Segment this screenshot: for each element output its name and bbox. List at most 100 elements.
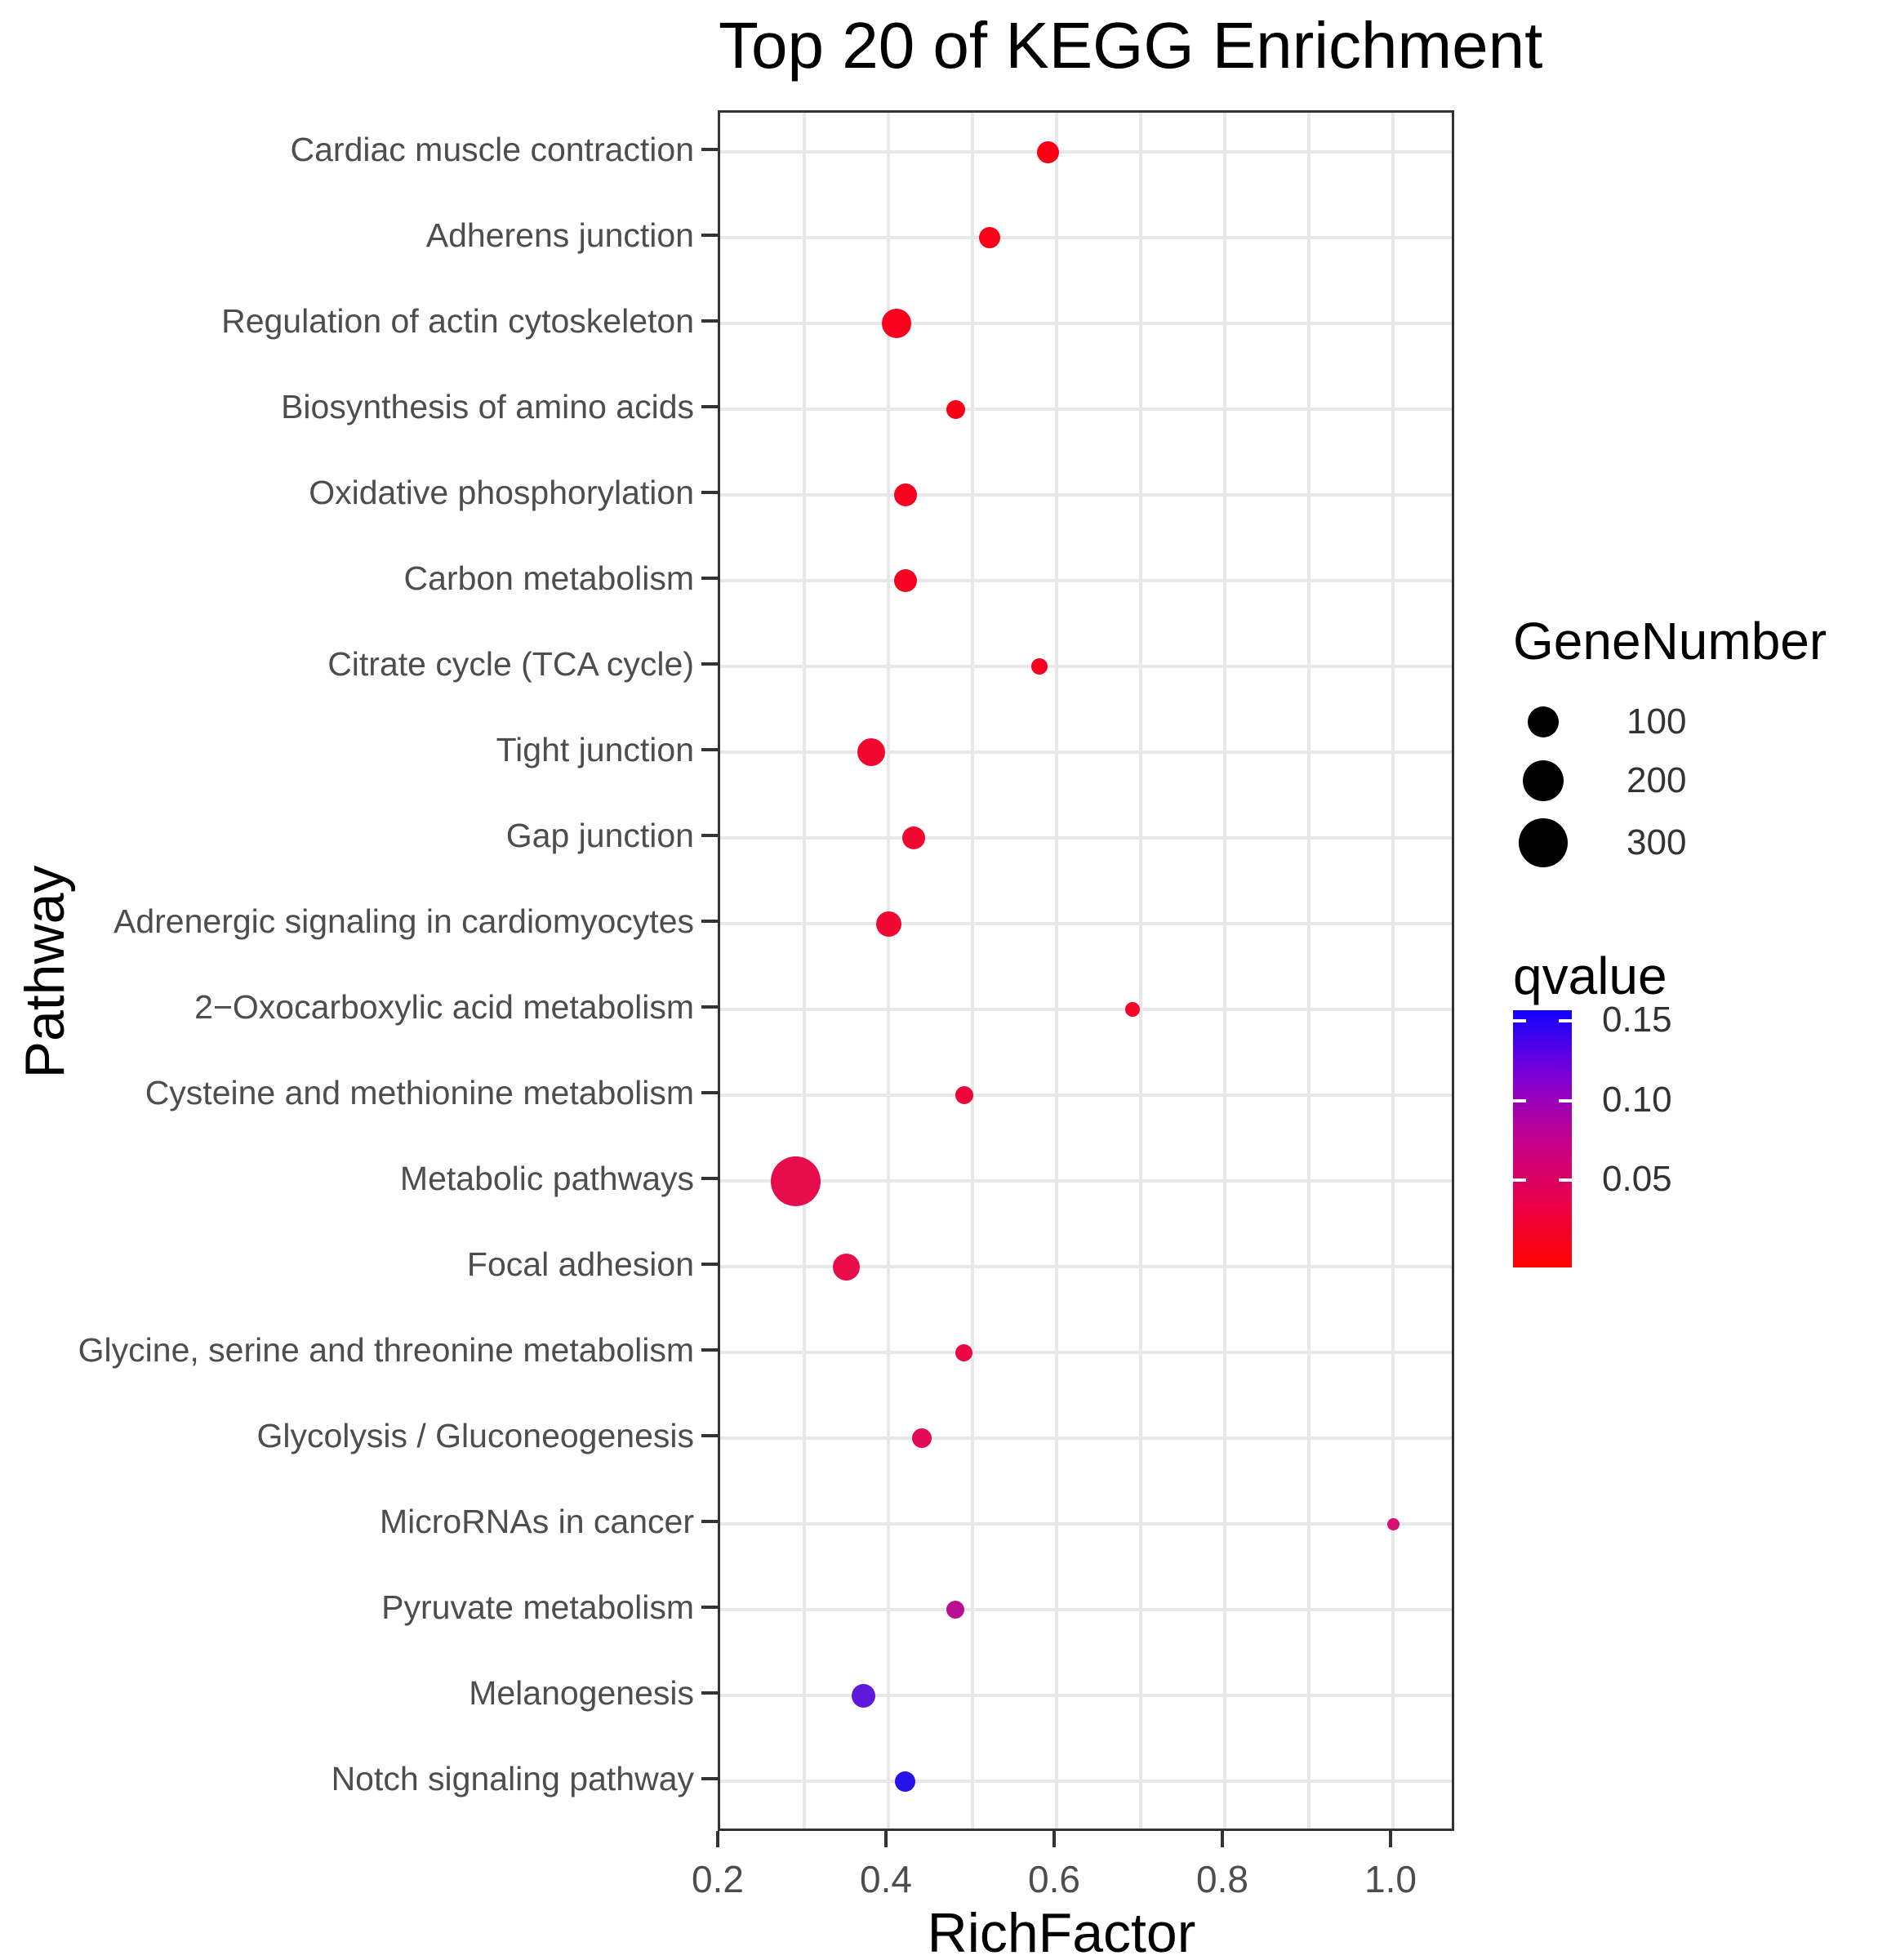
y-tick-mark: [701, 491, 718, 494]
x-tick-mark: [716, 1831, 719, 1847]
y-axis-title: Pathway: [14, 865, 76, 1079]
y-tick-mark: [701, 1348, 718, 1352]
x-tick-mark: [1221, 1831, 1224, 1847]
qvalue-tick-dash: [1513, 1178, 1526, 1182]
x-gridline: [1307, 113, 1311, 1829]
gene-number-legend-label: 300: [1627, 822, 1687, 862]
y-tick-mark: [701, 748, 718, 751]
gene-number-legend-label: 100: [1627, 702, 1687, 742]
y-gridline: [720, 1694, 1452, 1697]
y-tick-mark: [701, 319, 718, 323]
y-tick-mark: [701, 1606, 718, 1609]
x-tick-label: 0.6: [1028, 1858, 1080, 1900]
data-point: [955, 1343, 973, 1361]
data-point: [901, 826, 925, 849]
y-tick-mark: [701, 1691, 718, 1695]
y-tick-mark: [701, 1005, 718, 1009]
data-point: [857, 738, 886, 766]
x-gridline: [887, 113, 890, 1829]
y-gridline: [720, 1780, 1452, 1783]
data-point: [1386, 1517, 1400, 1530]
pathway-label: 2−Oxocarboxylic acid metabolism: [194, 988, 694, 1026]
qvalue-legend-title: qvalue: [1513, 947, 1667, 1005]
data-point: [1031, 658, 1048, 675]
qvalue-tick-label: 0.10: [1602, 1079, 1672, 1120]
x-gridline: [1139, 113, 1142, 1829]
qvalue-gradient-bar: [1513, 1010, 1572, 1267]
y-tick-mark: [701, 920, 718, 923]
x-gridline: [1055, 113, 1058, 1829]
data-point: [851, 1683, 875, 1708]
y-gridline: [720, 322, 1452, 325]
gene-number-legend-dot: [1519, 818, 1568, 867]
x-gridline: [971, 113, 974, 1829]
x-tick-mark: [1052, 1831, 1056, 1847]
plot-panel: [718, 110, 1454, 1831]
qvalue-tick-dash: [1513, 1018, 1526, 1022]
pathway-label: Notch signaling pathway: [331, 1760, 694, 1797]
y-gridline: [720, 836, 1452, 840]
data-point: [978, 227, 1000, 248]
pathway-label: Pyruvate metabolism: [381, 1588, 694, 1626]
x-gridline: [1223, 113, 1226, 1829]
x-tick-label: 0.8: [1196, 1858, 1248, 1900]
gene-number-legend-title: GeneNumber: [1513, 612, 1827, 670]
x-tick-mark: [884, 1831, 888, 1847]
pathway-label: Oxidative phosphorylation: [309, 474, 694, 511]
data-point: [833, 1253, 860, 1281]
data-point: [893, 569, 917, 592]
x-gridline: [1391, 113, 1395, 1829]
pathway-label: Focal adhesion: [466, 1245, 694, 1283]
qvalue-tick-dash: [1513, 1098, 1526, 1102]
y-tick-mark: [701, 405, 718, 408]
qvalue-tick-dash: [1559, 1098, 1572, 1102]
x-tick-label: 0.4: [860, 1858, 912, 1900]
y-tick-mark: [701, 1091, 718, 1094]
qvalue-tick-dash: [1559, 1018, 1572, 1022]
data-point: [946, 399, 965, 419]
y-tick-mark: [701, 1434, 718, 1437]
pathway-label: Cysteine and methionine metabolism: [145, 1074, 694, 1111]
data-point: [893, 483, 917, 506]
y-gridline: [720, 1265, 1452, 1268]
qvalue-tick-label: 0.05: [1602, 1158, 1672, 1199]
y-tick-mark: [701, 1263, 718, 1266]
gene-number-legend-label: 200: [1627, 760, 1687, 800]
plot-title: Top 20 of KEGG Enrichment: [719, 9, 1543, 82]
qvalue-tick-label: 0.15: [1602, 999, 1672, 1040]
y-gridline: [720, 408, 1452, 411]
pathway-label: MicroRNAs in cancer: [379, 1503, 694, 1540]
x-tick-mark: [1389, 1831, 1392, 1847]
y-gridline: [720, 493, 1452, 497]
y-gridline: [720, 1522, 1452, 1526]
data-point: [946, 1601, 965, 1619]
pathway-label: Cardiac muscle contraction: [290, 131, 694, 168]
y-gridline: [720, 922, 1452, 925]
y-tick-mark: [701, 148, 718, 151]
pathway-label: Metabolic pathways: [399, 1160, 694, 1197]
data-point: [882, 309, 912, 338]
y-tick-mark: [701, 234, 718, 237]
data-point: [895, 1771, 916, 1792]
pathway-label: Citrate cycle (TCA cycle): [327, 645, 694, 683]
x-tick-label: 0.2: [692, 1858, 744, 1900]
data-point: [955, 1086, 973, 1104]
y-gridline: [720, 150, 1452, 154]
data-point: [771, 1156, 821, 1206]
pathway-label: Biosynthesis of amino acids: [281, 388, 694, 425]
pathway-label: Gap junction: [505, 817, 694, 854]
gene-number-legend-dot: [1523, 760, 1564, 801]
y-tick-mark: [701, 1777, 718, 1780]
data-point: [912, 1428, 932, 1448]
gene-number-legend-dot: [1528, 706, 1559, 737]
y-gridline: [720, 1351, 1452, 1354]
pathway-label: Carbon metabolism: [403, 559, 695, 597]
data-point: [1037, 140, 1060, 163]
pathway-label: Melanogenesis: [469, 1674, 694, 1712]
y-tick-mark: [701, 662, 718, 666]
y-gridline: [720, 1008, 1452, 1011]
y-tick-mark: [701, 834, 718, 837]
x-axis-title: RichFactor: [927, 1902, 1196, 1960]
y-gridline: [720, 751, 1452, 754]
